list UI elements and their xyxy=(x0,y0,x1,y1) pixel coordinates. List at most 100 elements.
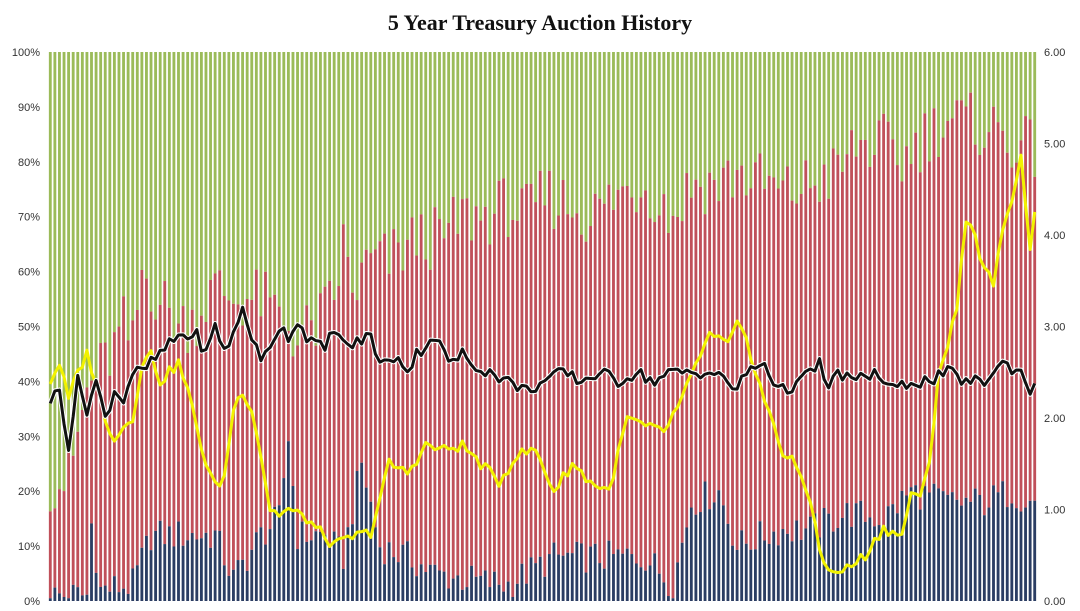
dealer-bar xyxy=(470,52,473,241)
direct-bar xyxy=(131,568,135,601)
dealer-bar xyxy=(172,52,176,343)
indirect-bar xyxy=(369,253,373,502)
indirect-bar xyxy=(158,304,162,521)
direct-bar xyxy=(561,555,565,601)
dealer-bar xyxy=(580,52,583,235)
left-tick-label: 20% xyxy=(18,486,40,498)
direct-bar xyxy=(689,507,693,601)
indirect-bar xyxy=(268,297,272,530)
dealer-bar xyxy=(406,52,409,240)
dealer-bar xyxy=(506,52,510,238)
direct-bar xyxy=(831,531,835,601)
direct-bar xyxy=(259,527,263,601)
dealer-bar xyxy=(753,52,757,163)
indirect-bar xyxy=(1010,167,1014,504)
indirect-bar xyxy=(905,146,908,496)
indirect-bar xyxy=(836,154,840,528)
dealer-bar xyxy=(360,52,364,263)
indirect-bar xyxy=(634,212,638,564)
indirect-bar xyxy=(804,160,808,529)
direct-bar xyxy=(941,491,945,601)
indirect-bar xyxy=(721,167,725,506)
direct-bar xyxy=(167,526,171,601)
direct-bar xyxy=(694,514,698,601)
direct-bar xyxy=(479,575,483,601)
direct-bar xyxy=(286,441,290,601)
indirect-bar xyxy=(337,286,341,537)
direct-bar xyxy=(639,567,643,601)
dealer-bar xyxy=(85,52,89,388)
direct-bar xyxy=(218,530,222,601)
indirect-bar xyxy=(570,217,574,554)
dealer-bar xyxy=(726,52,730,161)
dealer-bar xyxy=(836,52,840,155)
dealer-bar xyxy=(373,52,377,250)
indirect-bar xyxy=(433,207,437,565)
indirect-bar xyxy=(172,342,176,547)
dealer-bar xyxy=(520,52,524,189)
indirect-bar xyxy=(621,186,625,554)
indirect-bar xyxy=(868,166,872,518)
indirect-bar xyxy=(131,320,135,569)
indirect-bar xyxy=(657,215,661,574)
direct-bar xyxy=(305,541,309,601)
direct-bar xyxy=(767,543,771,601)
direct-bar xyxy=(245,570,249,601)
dealer-bar xyxy=(886,52,890,122)
direct-bar xyxy=(506,581,510,601)
direct-bar xyxy=(786,533,789,601)
direct-bar xyxy=(227,575,231,601)
dealer-bar xyxy=(781,52,785,181)
indirect-bar xyxy=(813,185,817,514)
direct-bar xyxy=(854,503,858,601)
dealer-bar xyxy=(135,52,139,310)
direct-bar xyxy=(799,539,803,601)
dealer-bar xyxy=(199,52,203,316)
direct-bar xyxy=(369,501,373,601)
indirect-bar xyxy=(305,305,309,542)
indirect-bar xyxy=(373,249,377,528)
dealer-bar xyxy=(167,52,171,308)
dealer-bar xyxy=(561,52,565,181)
indirect-bar xyxy=(552,228,556,543)
indirect-bar xyxy=(465,198,469,588)
direct-bar xyxy=(273,506,277,601)
indirect-bar xyxy=(543,205,547,577)
direct-bar xyxy=(726,523,730,601)
indirect-bar xyxy=(740,165,744,531)
direct-bar xyxy=(776,545,780,601)
direct-bar xyxy=(209,547,212,601)
dealer-bar xyxy=(657,52,661,216)
direct-bar xyxy=(282,478,286,601)
direct-bar xyxy=(818,537,821,601)
indirect-bar xyxy=(873,154,876,527)
indirect-bar xyxy=(149,311,153,551)
indirect-bar xyxy=(474,206,478,577)
direct-bar xyxy=(300,521,304,601)
dealer-bar xyxy=(1001,52,1005,131)
dealer-bar xyxy=(140,52,144,270)
direct-bar xyxy=(99,586,103,601)
direct-bar xyxy=(1005,507,1009,601)
indirect-bar xyxy=(1019,140,1023,512)
direct-bar xyxy=(135,565,139,601)
direct-bar xyxy=(969,501,973,601)
direct-bar xyxy=(996,492,1000,601)
indirect-bar xyxy=(831,148,835,532)
indirect-bar xyxy=(538,170,542,557)
dealer-bar xyxy=(525,52,528,184)
indirect-bar xyxy=(827,198,831,514)
indirect-bar xyxy=(332,299,336,532)
direct-bar xyxy=(575,541,579,601)
indirect-bar xyxy=(309,320,313,541)
direct-bar xyxy=(108,591,112,601)
indirect-bar xyxy=(328,280,332,548)
dealer-bar xyxy=(895,52,899,166)
dealer-bar xyxy=(369,52,373,254)
direct-bar xyxy=(598,563,602,601)
indirect-bar xyxy=(712,179,716,503)
dealer-bar xyxy=(708,52,712,173)
direct-bar xyxy=(625,548,629,601)
direct-bar xyxy=(566,552,570,601)
direct-bar xyxy=(836,528,840,601)
